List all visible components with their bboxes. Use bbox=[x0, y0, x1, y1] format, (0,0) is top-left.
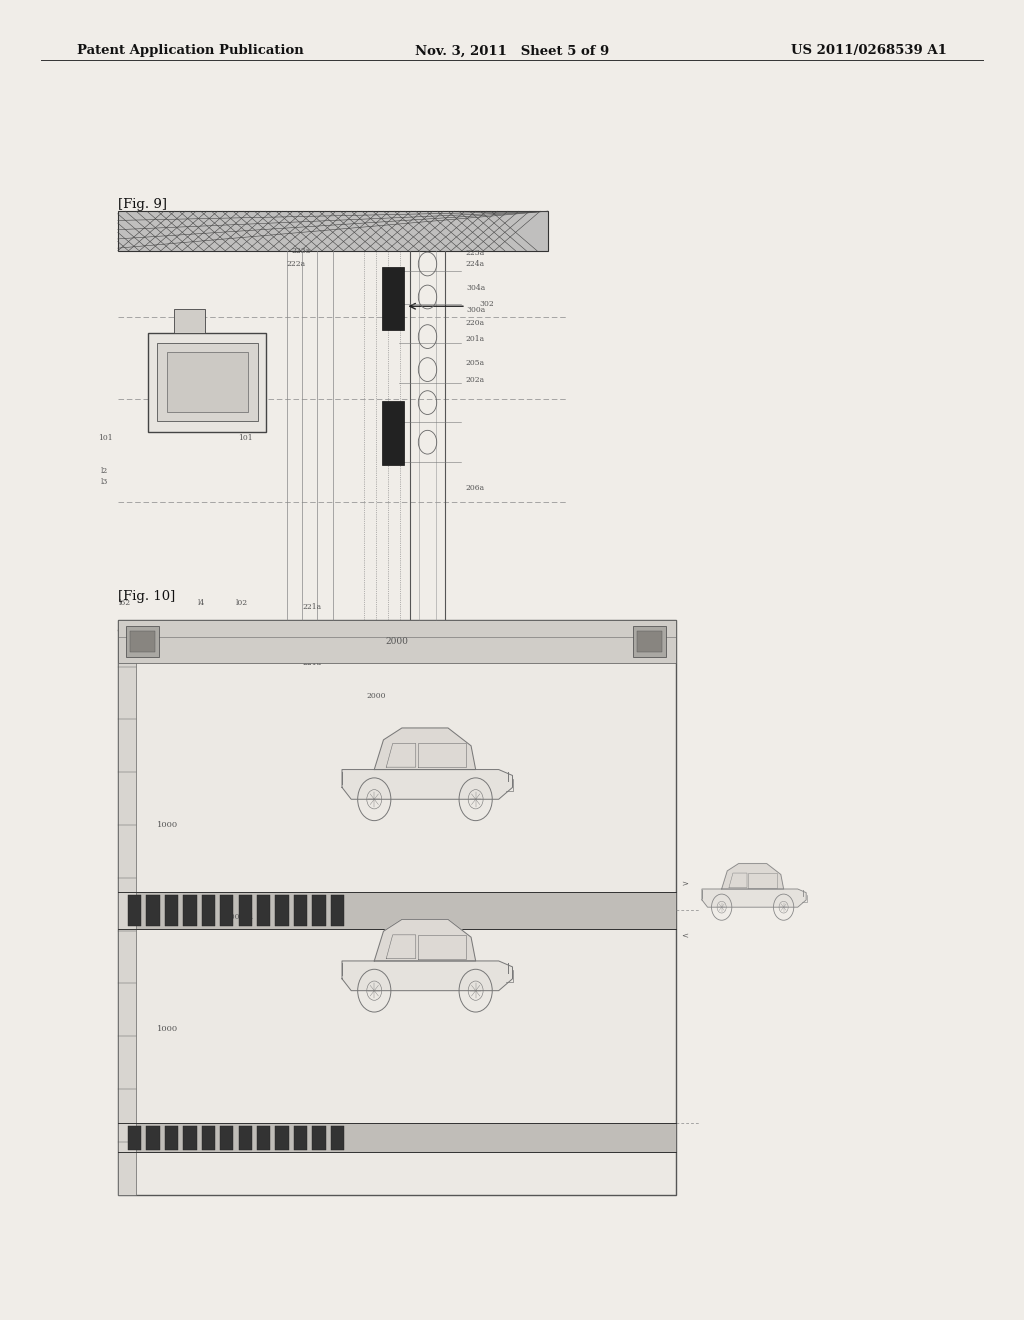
Bar bbox=[165, 895, 178, 927]
Bar bbox=[312, 1126, 326, 1150]
Polygon shape bbox=[722, 863, 783, 890]
Bar bbox=[312, 895, 326, 927]
Text: 201a: 201a bbox=[466, 335, 485, 343]
Bar bbox=[257, 1126, 270, 1150]
Bar bbox=[165, 1126, 178, 1150]
Bar bbox=[331, 895, 344, 927]
Text: Nov. 3, 2011   Sheet 5 of 9: Nov. 3, 2011 Sheet 5 of 9 bbox=[415, 45, 609, 57]
Text: 101: 101 bbox=[98, 434, 113, 442]
Bar bbox=[183, 1126, 197, 1150]
Bar bbox=[130, 631, 155, 652]
Text: 220a: 220a bbox=[466, 319, 485, 327]
Bar bbox=[275, 895, 289, 927]
Text: 224a: 224a bbox=[466, 260, 485, 268]
Text: l3: l3 bbox=[100, 478, 108, 486]
Bar bbox=[637, 631, 662, 652]
Bar bbox=[239, 895, 252, 927]
Text: l02: l02 bbox=[230, 656, 243, 664]
Text: 223a: 223a bbox=[466, 249, 485, 257]
Polygon shape bbox=[375, 729, 475, 770]
Text: 2000: 2000 bbox=[385, 638, 409, 645]
Bar bbox=[148, 333, 266, 432]
Bar bbox=[382, 401, 404, 465]
Bar bbox=[633, 626, 666, 657]
Polygon shape bbox=[342, 770, 512, 799]
Bar bbox=[118, 211, 548, 251]
Text: 222a: 222a bbox=[287, 260, 306, 268]
Text: 206a: 206a bbox=[466, 484, 485, 492]
Bar bbox=[275, 1126, 289, 1150]
Text: 223a: 223a bbox=[292, 247, 311, 255]
Bar bbox=[174, 309, 205, 333]
Text: 1000: 1000 bbox=[157, 821, 178, 829]
Bar bbox=[331, 1126, 344, 1150]
Text: l62: l62 bbox=[118, 656, 130, 664]
Bar bbox=[126, 626, 159, 657]
Bar bbox=[183, 895, 197, 927]
Polygon shape bbox=[702, 890, 806, 907]
Bar bbox=[146, 1126, 160, 1150]
Text: M: M bbox=[200, 339, 208, 347]
Text: l4: l4 bbox=[198, 599, 205, 607]
Text: 204a: 204a bbox=[177, 392, 197, 400]
Text: [Fig. 10]: [Fig. 10] bbox=[118, 590, 175, 603]
Text: 1000: 1000 bbox=[157, 1026, 178, 1034]
Text: 264: 264 bbox=[167, 355, 181, 363]
Text: US 2011/0268539 A1: US 2011/0268539 A1 bbox=[792, 45, 947, 57]
Bar bbox=[118, 620, 676, 663]
Text: 2000: 2000 bbox=[367, 693, 386, 701]
Bar bbox=[167, 352, 248, 412]
Text: l02: l02 bbox=[236, 599, 248, 607]
Text: 101: 101 bbox=[239, 434, 253, 442]
Bar bbox=[220, 1126, 233, 1150]
Bar bbox=[382, 267, 404, 330]
Text: <: < bbox=[681, 933, 688, 941]
Bar bbox=[118, 620, 676, 1195]
Text: >: > bbox=[681, 880, 688, 888]
Text: 202a: 202a bbox=[466, 376, 485, 384]
Bar bbox=[118, 892, 676, 929]
Text: 221a: 221a bbox=[302, 659, 322, 667]
Text: l2: l2 bbox=[200, 329, 207, 337]
Bar bbox=[294, 1126, 307, 1150]
Bar bbox=[257, 895, 270, 927]
Text: 300a: 300a bbox=[466, 306, 485, 314]
Bar bbox=[128, 895, 141, 927]
Text: 205a: 205a bbox=[466, 359, 485, 367]
Text: l2: l2 bbox=[100, 467, 108, 475]
Text: [Fig. 9]: [Fig. 9] bbox=[118, 198, 167, 211]
Polygon shape bbox=[342, 961, 512, 990]
Text: 5000001: 5000001 bbox=[220, 913, 254, 921]
Bar bbox=[202, 895, 215, 927]
Bar bbox=[239, 1126, 252, 1150]
Text: 221a: 221a bbox=[302, 603, 322, 611]
Bar bbox=[294, 895, 307, 927]
Text: 304a: 304a bbox=[466, 284, 485, 292]
Bar bbox=[118, 1123, 676, 1152]
Bar bbox=[202, 1126, 215, 1150]
Text: Patent Application Publication: Patent Application Publication bbox=[77, 45, 303, 57]
Text: l62: l62 bbox=[119, 599, 131, 607]
Text: l4: l4 bbox=[195, 656, 202, 664]
Text: l6: l6 bbox=[213, 372, 220, 380]
Bar bbox=[220, 895, 233, 927]
Bar bbox=[128, 1126, 141, 1150]
Bar bbox=[157, 343, 258, 421]
Bar bbox=[146, 895, 160, 927]
Bar bbox=[118, 663, 136, 1195]
Text: 302: 302 bbox=[479, 300, 494, 308]
Polygon shape bbox=[375, 919, 475, 961]
